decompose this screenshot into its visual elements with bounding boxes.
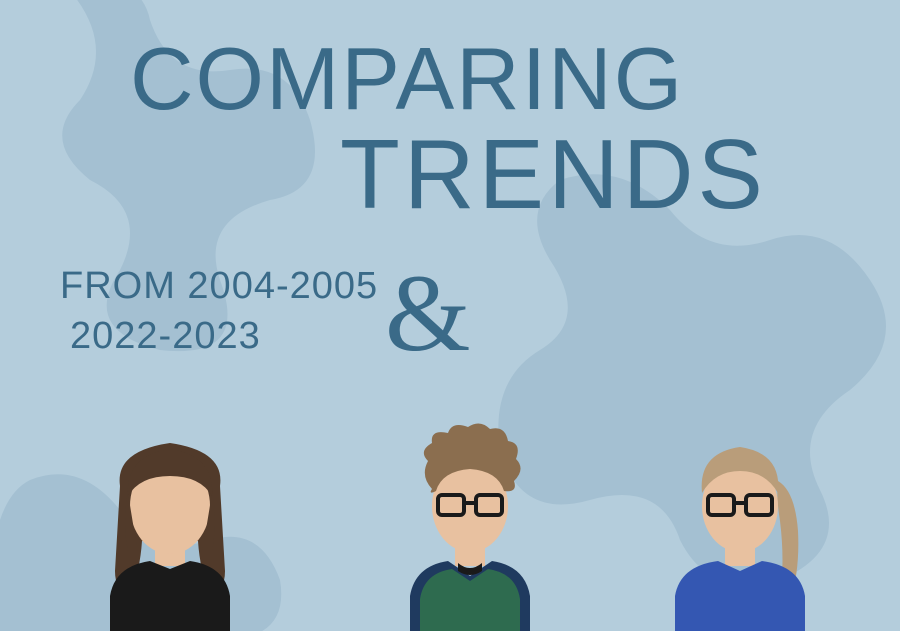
avatar-person-1: [70, 421, 270, 631]
avatar-person-2: [370, 421, 570, 631]
avatars-row: [0, 421, 900, 631]
subtitle-years-2: 2022-2023: [70, 315, 261, 358]
title-trends: TRENDS: [340, 118, 767, 231]
subtitle-from-years: FROM 2004-2005: [60, 265, 378, 308]
avatar-person-3: [640, 421, 840, 631]
title-comparing: COMPARING: [130, 28, 684, 130]
ampersand: &: [385, 250, 471, 377]
